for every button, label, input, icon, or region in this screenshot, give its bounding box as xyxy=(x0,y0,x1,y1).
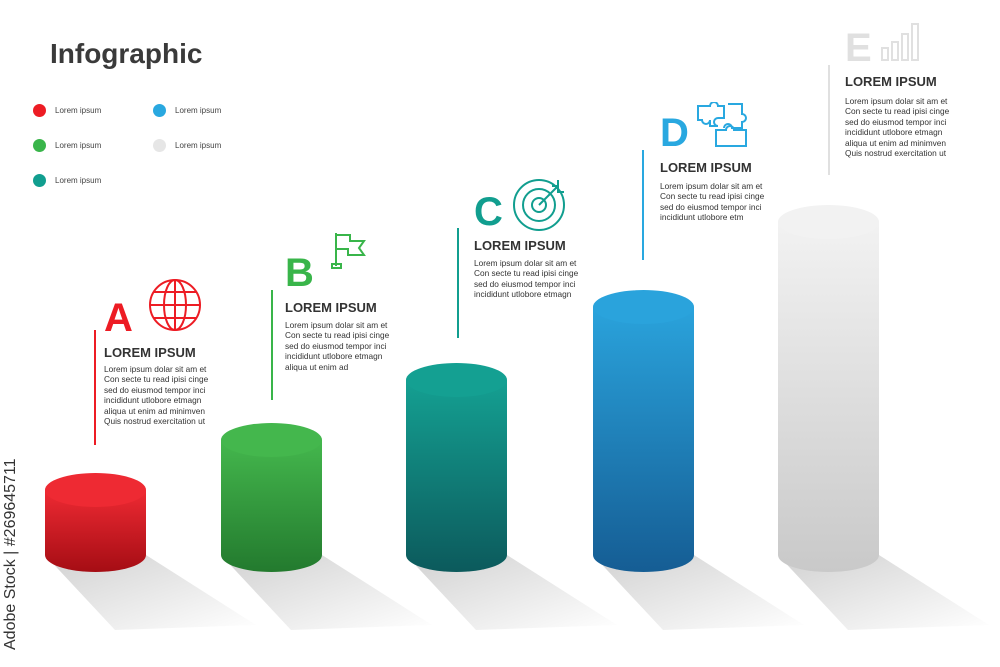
cylinder-b-top xyxy=(221,423,322,457)
legend-label: Lorem ipsum xyxy=(175,141,222,150)
legend-item: Lorem ipsum xyxy=(33,139,101,152)
item-heading: LOREM IPSUM xyxy=(660,160,752,175)
puzzle-icon xyxy=(694,101,750,155)
page-title: Infographic xyxy=(50,38,203,69)
item-letter: A xyxy=(104,296,133,340)
item-description: Lorem ipsum dolar sit am et Con secte tu … xyxy=(845,96,965,158)
watermark: Adobe Stock | #269645711 xyxy=(2,458,19,650)
legend-label: Lorem ipsum xyxy=(55,176,102,185)
description-line: Lorem ipsum dolar sit am et xyxy=(474,258,577,268)
cylinder-c-top xyxy=(406,363,507,397)
legend-dot xyxy=(33,174,46,187)
description-line: Lorem ipsum dolar sit am et xyxy=(845,96,948,106)
description-line: sed do eiusmod tempor inci xyxy=(474,278,576,289)
description-line: incididunt utlobore etmagn xyxy=(845,127,943,138)
legend-dot xyxy=(33,139,46,152)
legend-dot xyxy=(153,139,166,152)
description-line: Lorem ipsum dolar sit am et xyxy=(285,320,388,330)
flag-icon xyxy=(330,230,370,275)
legend-item: Lorem ipsum xyxy=(33,174,101,187)
cylinder-shadow xyxy=(45,555,256,630)
description-line: aliqua ut enim ad minimven xyxy=(104,405,205,416)
cylinder-d-body xyxy=(593,307,694,572)
legend-dot xyxy=(33,104,46,117)
item-description: Lorem ipsum dolar sit am et Con secte tu … xyxy=(660,181,780,223)
item-b-line xyxy=(271,290,273,400)
description-line: Con secte tu read ipisi cinge xyxy=(285,330,390,341)
cylinder-a-top xyxy=(45,473,146,507)
item-description: Lorem ipsum dolar sit am et Con secte tu … xyxy=(285,320,405,372)
cylinder-a-body xyxy=(45,490,146,572)
cylinder-c-body xyxy=(406,380,507,572)
description-line: aliqua ut enim ad xyxy=(285,361,349,372)
legend-item: Lorem ipsum xyxy=(153,139,221,152)
bar-chart-icon xyxy=(878,22,926,67)
description-line: incididunt utlobore etmagn xyxy=(104,395,202,406)
item-letter: C xyxy=(474,190,503,234)
target-icon xyxy=(512,178,566,237)
item-heading: LOREM IPSUM xyxy=(104,345,196,360)
description-line: Con secte tu read ipisi cinge xyxy=(845,106,950,117)
cylinder-e-top xyxy=(778,205,879,239)
item-letter: E xyxy=(845,26,872,70)
item-a-line xyxy=(94,330,96,445)
legend-label: Lorem ipsum xyxy=(175,106,222,115)
legend-label: Lorem ipsum xyxy=(55,106,102,115)
description-line: Con secte tu read ipisi cinge xyxy=(660,191,765,202)
description-line: sed do eiusmod tempor inci xyxy=(285,340,387,351)
description-line: sed do eiusmod tempor inci xyxy=(660,201,762,212)
description-line: Lorem ipsum dolar sit am et xyxy=(104,364,207,374)
legend-label: Lorem ipsum xyxy=(55,141,102,150)
item-letter: D xyxy=(660,111,689,155)
item-letter: B xyxy=(285,251,314,295)
cylinder-shadow xyxy=(778,555,989,630)
item-description: Lorem ipsum dolar sit am et Con secte tu … xyxy=(474,258,594,300)
item-c-line xyxy=(457,228,459,338)
legend-dot xyxy=(153,104,166,117)
description-line: incididunt utlobore etm xyxy=(660,212,744,223)
description-line: sed do eiusmod tempor inci xyxy=(845,116,947,127)
cylinder-shadow xyxy=(221,555,432,630)
legend-item: Lorem ipsum xyxy=(33,104,101,117)
description-line: Con secte tu read ipisi cinge xyxy=(474,268,579,279)
description-line: Quis nostrud exercitation ut xyxy=(845,148,946,159)
item-heading: LOREM IPSUM xyxy=(474,238,566,253)
description-line: Lorem ipsum dolar sit am et xyxy=(660,181,763,191)
cylinder-b-body xyxy=(221,440,322,572)
item-heading: LOREM IPSUM xyxy=(845,74,937,89)
item-d-line xyxy=(642,150,644,260)
cylinder-shadow xyxy=(593,555,804,630)
description-line: aliqua ut enim ad minimven xyxy=(845,137,946,148)
description-line: Con secte tu read ipisi cinge xyxy=(104,374,209,385)
description-line: Quis nostrud exercitation ut xyxy=(104,416,205,427)
globe-icon xyxy=(148,278,202,337)
description-line: incididunt utlobore etmagn xyxy=(474,289,572,300)
item-e-line xyxy=(828,65,830,175)
cylinder-shadow xyxy=(406,555,617,630)
item-description: Lorem ipsum dolar sit am et Con secte tu … xyxy=(104,364,224,426)
description-line: incididunt utlobore etmagn xyxy=(285,351,383,362)
item-heading: LOREM IPSUM xyxy=(285,300,377,315)
cylinder-d-top xyxy=(593,290,694,324)
cylinder-e-body xyxy=(778,222,879,572)
legend-item: Lorem ipsum xyxy=(153,104,221,117)
description-line: sed do eiusmod tempor inci xyxy=(104,384,206,395)
